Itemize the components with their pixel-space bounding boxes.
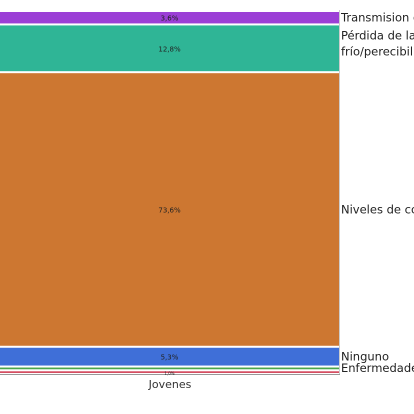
bar-segment-5[interactable]	[0, 12, 339, 24]
data-label-5: 3,6%	[161, 15, 179, 23]
legend-label-0: Enfermedade	[341, 361, 414, 375]
data-label-2: 5,3%	[161, 354, 179, 362]
bar-segment-1[interactable]	[0, 367, 339, 370]
data-label-0: 1,0%	[164, 371, 174, 376]
legend-label-3: Niveles de col	[341, 202, 414, 216]
bar-segment-0[interactable]	[0, 371, 339, 373]
bar-segments: 1,0% 5,3% 73,6% 12,8% 3,6%	[0, 12, 339, 376]
bar-segment-2[interactable]	[0, 347, 339, 366]
legend-label-5: Transmision c	[340, 11, 414, 25]
legend-label-4: Pérdida de la frío/perecibili	[341, 28, 414, 58]
bar-segment-3[interactable]	[0, 73, 339, 346]
data-label-3: 73,6%	[158, 206, 181, 214]
data-label-4: 12,8%	[158, 45, 181, 53]
x-tick-label: Jovenes	[148, 378, 192, 391]
bar-segment-4[interactable]	[0, 25, 339, 72]
legend-label-2: Ninguno	[341, 350, 389, 364]
